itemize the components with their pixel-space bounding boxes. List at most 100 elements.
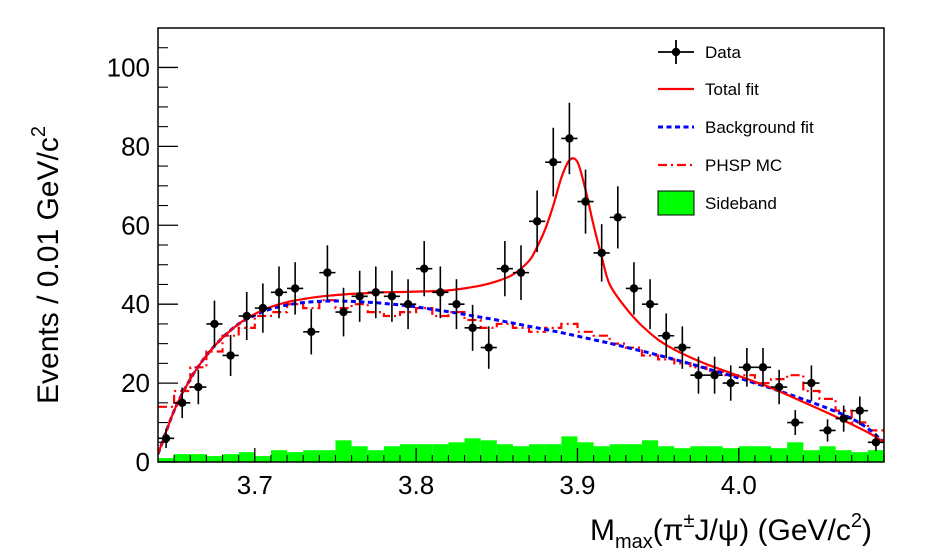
x-axis-title-sup2: 2 [851,510,862,532]
data-point [512,245,530,300]
data-point [448,279,465,330]
y-tick-label: 0 [136,447,150,477]
data-point [609,186,626,249]
data-point [287,262,304,315]
sideband-bar [658,446,675,462]
data-marker [403,299,413,309]
data-marker [758,363,768,372]
data-point [690,356,707,394]
legend-label: Background fit [705,118,814,137]
x-axis-title-paren: (π [653,514,684,547]
data-marker [726,378,735,388]
data-point [270,266,288,319]
phsp-mc-line [158,299,884,432]
sideband-bar [190,454,207,462]
data-marker [387,292,397,301]
x-axis-title-sup: ± [683,510,694,532]
data-point [480,326,497,369]
y-tick-label: 20 [121,368,150,398]
data-marker [807,378,816,388]
data-point [400,279,417,330]
data-point [706,356,723,394]
legend-label: PHSP MC [705,156,782,175]
data-marker [645,299,655,309]
sideband-bar [254,456,271,462]
sideband-bar [819,446,836,462]
data-marker [484,343,493,352]
sideband-bar [383,446,400,462]
sideband-bar [722,448,739,462]
data-point [383,270,400,322]
y-tick-label: 100 [107,52,150,82]
sideband-bar [609,444,626,462]
data-point [722,365,739,401]
sideband-bar [287,452,304,462]
data-marker [420,264,429,273]
data-point [835,405,852,432]
legend-entry: Data [658,40,741,64]
data-point [803,365,820,401]
x-tick-label: 4.0 [721,470,757,500]
legend-entry: Total fit [658,80,759,99]
sideband-bar [480,440,497,462]
data-point [787,410,804,436]
y-tick-label: 40 [121,289,150,319]
x-axis-title-main: M [590,514,615,547]
sideband-bar [674,448,691,462]
sideband-bar [367,450,384,462]
sideband-bar [577,442,594,462]
data-marker [500,264,510,273]
data-marker [371,288,380,297]
x-tick-label: 3.8 [398,470,434,500]
sideband-bar [545,444,562,462]
sideband-bar [803,450,820,462]
data-marker [452,299,461,309]
data-point [496,241,513,297]
data-marker [339,307,348,317]
data-point [754,347,772,387]
data-marker [290,284,300,293]
data-marker [871,438,881,447]
sideband-bar [690,446,707,462]
data-marker [549,157,558,167]
data-marker [742,363,752,372]
x-axis-title-close: ) [862,514,872,547]
data-marker [694,371,703,380]
data-marker [323,268,332,277]
data-marker [178,398,187,408]
data-marker [597,248,606,258]
y-axis-title-sup: 2 [28,126,50,137]
data-point [658,313,675,359]
data-point [367,266,384,319]
y-axis-title-main: Events / 0.01 GeV/c [32,137,65,404]
data-point [738,347,755,387]
data-marker [823,426,832,435]
x-axis-title-rest: J/ψ) (GeV/c [694,514,850,547]
data-point [303,309,320,355]
sideband-bar [642,440,659,462]
sideband-bar [238,452,255,462]
sideband-bar [561,436,578,462]
data-point [625,262,642,315]
legend-label: Total fit [705,80,759,99]
sideband-bar [174,454,191,462]
sideband-bar [771,448,788,462]
sideband-bar [529,444,546,462]
data-marker [774,382,784,392]
data-marker [226,351,235,360]
data-marker [613,213,622,222]
legend-entry: PHSP MC [658,156,782,175]
data-marker [839,414,848,423]
data-point [222,334,239,376]
data-point [867,433,884,452]
data-marker [565,134,574,143]
data-point [771,369,788,405]
data-point [238,292,255,341]
data-point [545,127,562,197]
sideband-bar [464,438,481,462]
data-marker [468,323,477,333]
data-point [529,190,546,253]
sideband-bar [432,444,449,462]
